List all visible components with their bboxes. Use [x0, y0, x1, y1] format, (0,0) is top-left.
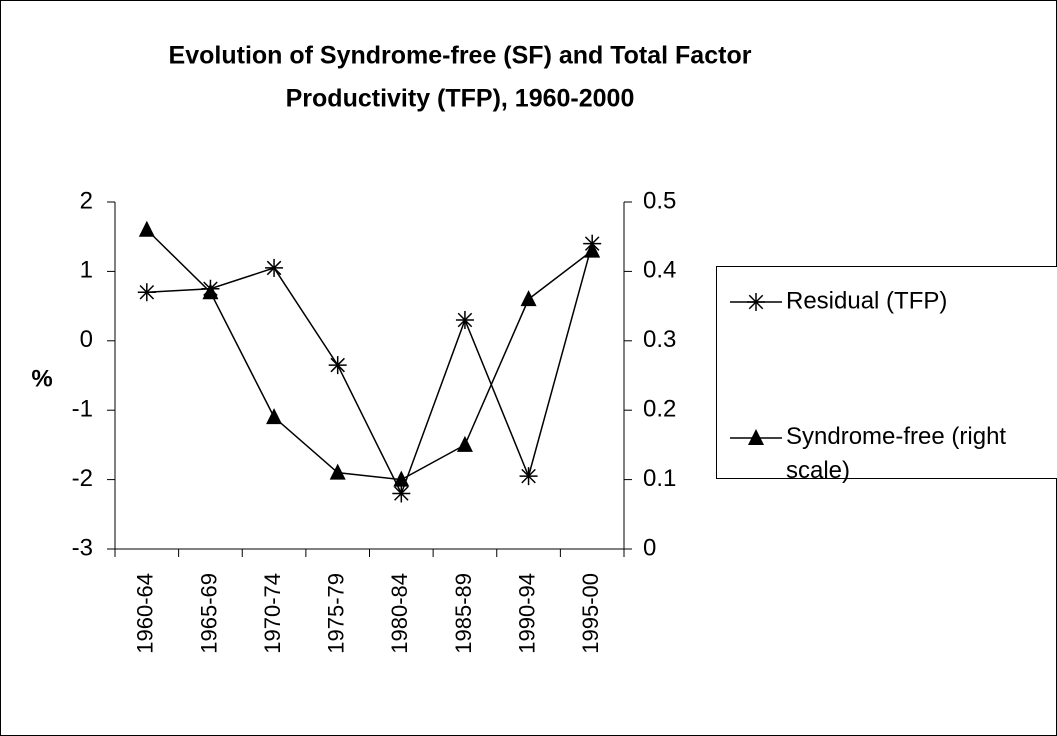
triangle-marker	[138, 220, 155, 237]
y-tick-label: -2	[72, 465, 93, 492]
x-tick-label: 1995-00	[578, 573, 603, 654]
chart-title: Productivity (TFP), 1960-2000	[286, 85, 635, 113]
star-stroke	[266, 260, 282, 276]
triangle-marker	[584, 241, 601, 258]
y-tick-label: -1	[72, 396, 93, 423]
triangle-marker	[748, 429, 764, 445]
star-stroke	[394, 486, 409, 501]
star-marker	[328, 356, 347, 375]
triangle-marker	[202, 283, 219, 300]
y2-tick-label: 0.1	[643, 465, 676, 492]
y2-tick-label: 0.3	[643, 326, 676, 353]
star-marker	[747, 293, 765, 311]
y-tick-label: 1	[80, 257, 93, 284]
triangle-marker	[520, 290, 537, 307]
star-stroke	[457, 312, 473, 328]
y-axis-label: %	[31, 365, 52, 392]
x-tick-label: 1970-74	[260, 573, 285, 654]
x-tick-label: 1990-94	[514, 573, 539, 654]
x-tick-label: 1960-64	[133, 573, 158, 654]
y2-tick-label: 0	[643, 534, 656, 561]
series-line	[146, 243, 593, 496]
star-stroke	[748, 294, 764, 310]
x-tick-label: 1975-79	[324, 573, 349, 654]
star-stroke	[139, 284, 155, 300]
chart-title: Evolution of Syndrome-free (SF) and Tota…	[169, 42, 752, 70]
y-tick-label: 2	[80, 187, 93, 214]
series-line	[146, 229, 593, 481]
star-marker	[137, 283, 156, 302]
y2-tick-label: 0.4	[643, 257, 676, 284]
star-marker	[265, 258, 284, 277]
x-tick-label: 1965-69	[196, 573, 221, 654]
x-tick-label: 1985-89	[451, 573, 476, 654]
legend-label-line: Syndrome-free (right	[786, 423, 1006, 450]
legend-label: Syndrome-free (right scale)	[786, 423, 1006, 484]
star-stroke	[521, 468, 536, 484]
legend-label-line: scale)	[786, 457, 850, 484]
legend-label: Residual (TFP)	[786, 287, 947, 314]
star-marker	[392, 484, 411, 503]
x-tick-label: 1980-84	[387, 573, 412, 654]
triangle-marker	[329, 463, 346, 480]
y-tick-label: -3	[72, 534, 93, 561]
star-stroke	[330, 357, 345, 373]
star-marker	[519, 467, 538, 486]
y2-tick-label: 0.2	[643, 396, 676, 423]
triangle-marker	[266, 408, 283, 425]
triangle-marker	[456, 435, 473, 452]
y-tick-label: 0	[80, 326, 93, 353]
y2-tick-label: 0.5	[643, 187, 676, 214]
star-marker	[455, 310, 474, 329]
triangle-marker	[393, 470, 410, 487]
